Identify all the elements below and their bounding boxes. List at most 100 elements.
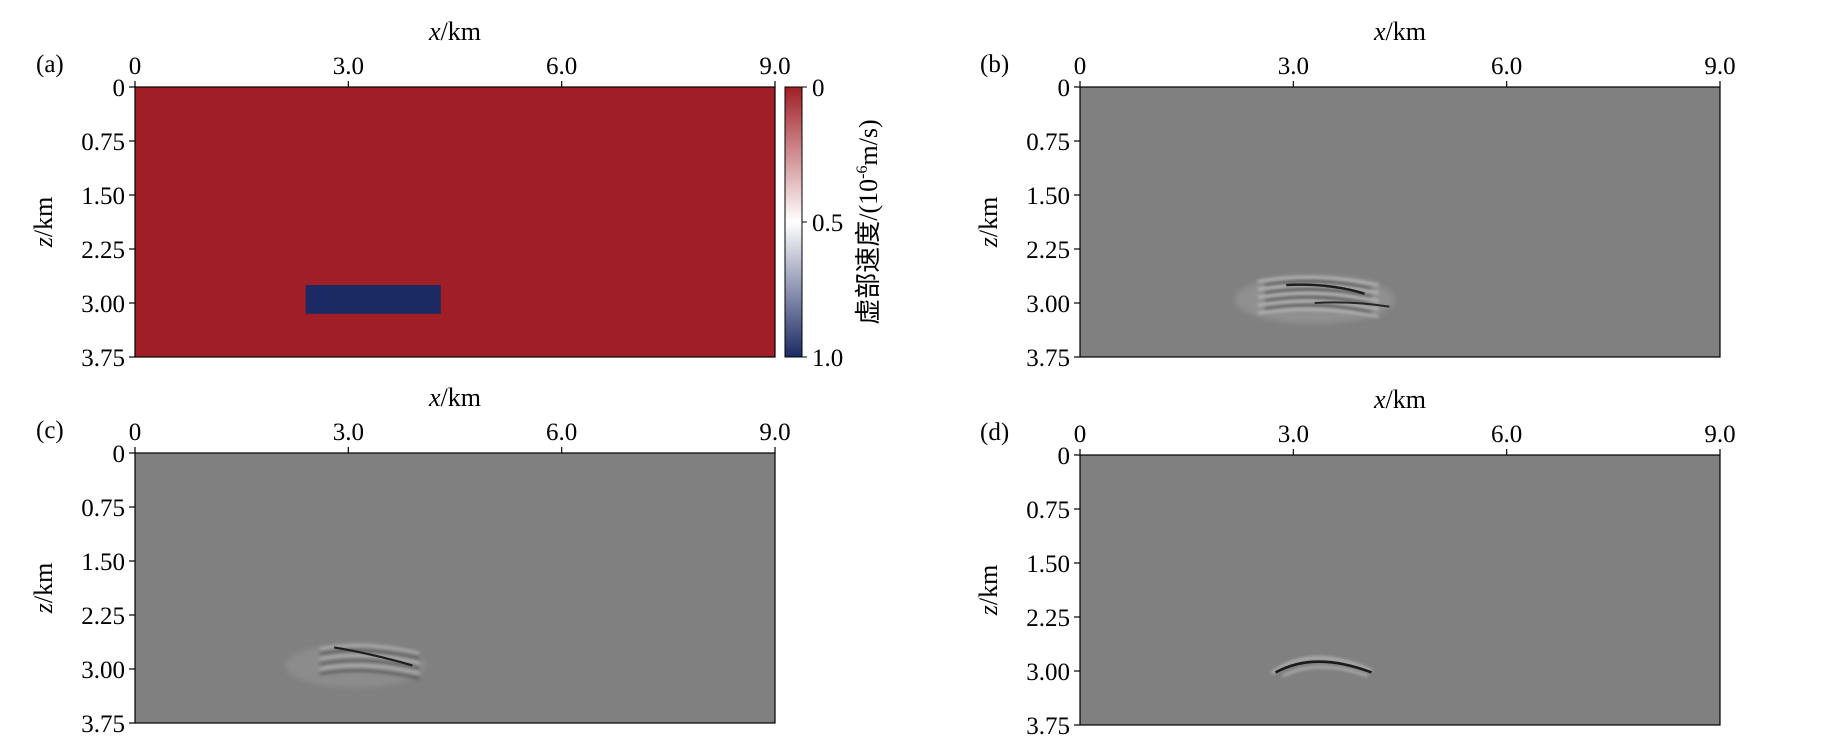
x-axis-label: x/km <box>428 17 481 46</box>
x-tick-label: 0 <box>1074 53 1087 80</box>
x-tick-label: 6.0 <box>546 53 577 80</box>
x-axis-label-var: x <box>1373 385 1386 414</box>
colorbar <box>784 86 803 358</box>
image-background <box>1080 87 1720 357</box>
scatter-event <box>1257 308 1379 318</box>
y-tick-label: 0 <box>1058 443 1071 470</box>
model-background <box>135 87 775 357</box>
y-tick-label: 3.00 <box>81 291 125 318</box>
plot-frame <box>134 86 776 358</box>
colorbar-tick-label: 0 <box>812 75 825 102</box>
y-tick-label: 3.00 <box>1026 291 1070 318</box>
focus-event <box>319 649 420 660</box>
panel-c: 0 3.0 6.0 9.000.751.502.253.003.75x/kmz/km(… <box>29 383 791 738</box>
scatter-event <box>1257 300 1379 310</box>
plot-frame <box>1079 454 1721 726</box>
y-tick-label: 2.25 <box>1026 605 1070 632</box>
y-tick-label: 1.50 <box>81 549 125 576</box>
x-tick-label: 9.0 <box>1704 53 1735 80</box>
y-axis-label-unit: /km <box>974 565 1003 605</box>
y-axis-label-var: z <box>974 605 1003 616</box>
y-tick-label: 1.50 <box>1026 551 1070 578</box>
x-tick-label: 3.0 <box>333 419 364 446</box>
focus-event <box>319 664 420 675</box>
panel-label: (b) <box>980 51 1009 78</box>
panel-a: 0 0.5 1.0 虚部速度/(10-6m/s) 0 3.0 6.0 9.0 0 0.75 1.50… <box>29 17 883 372</box>
panel-label: (c) <box>36 417 64 444</box>
x-axis-label-var: x <box>428 383 441 412</box>
x-tick-label: 3.0 <box>1278 421 1309 448</box>
x-tick-label: 6.0 <box>1491 421 1522 448</box>
scatter-event <box>1257 276 1379 286</box>
x-axis-label-unit: /km <box>1386 385 1426 414</box>
y-tick-label: 3.75 <box>81 345 125 372</box>
y-tick-label: 0 <box>113 441 126 468</box>
y-tick-label: 0.75 <box>81 129 125 156</box>
y-tick-label: 1.50 <box>81 183 125 210</box>
y-tick-label: 0.75 <box>1026 129 1070 156</box>
y-axis-label: z/km <box>974 197 1003 249</box>
x-tick-label: 9.0 <box>759 419 790 446</box>
panel-b: 0 3.0 6.0 9.000.751.502.253.003.75x/kmz/km(… <box>974 17 1736 372</box>
x-axis-label-unit: /km <box>1386 17 1426 46</box>
colorbar-label: 虚部速度/(10-6m/s) <box>854 119 883 324</box>
panel-d: 0 3.0 6.0 9.000.751.502.253.003.75x/kmz/km(… <box>974 385 1736 740</box>
anomaly-rect-0 <box>305 285 441 314</box>
focus-event <box>319 659 420 670</box>
strong-event <box>1314 301 1390 308</box>
y-axis-label-unit: /km <box>29 563 58 603</box>
y-axis-label: z/km <box>974 565 1003 617</box>
plot-frame <box>134 452 776 724</box>
x-tick-label: 0 <box>129 53 142 80</box>
x-axis-label-unit: /km <box>441 383 481 412</box>
y-tick-label: 2.25 <box>81 237 125 264</box>
focus-event <box>319 644 420 655</box>
x-axis-label: x/km <box>428 383 481 412</box>
plot-frame <box>1079 86 1721 358</box>
x-tick-label: 3.0 <box>1278 53 1309 80</box>
y-axis-label-var: z <box>974 237 1003 248</box>
image-background <box>1080 455 1720 725</box>
reflector-side-lobe <box>1271 656 1373 675</box>
x-tick-label: 0 <box>129 419 142 446</box>
x-tick-label: 9.0 <box>1704 421 1735 448</box>
y-tick-label: 3.75 <box>81 711 125 738</box>
scatter-event <box>1264 280 1372 290</box>
colorbar-label-main: 虚部速度/(10 <box>854 179 883 325</box>
x-tick-label: 9.0 <box>759 53 790 80</box>
image-events <box>1234 275 1395 324</box>
colorbar-label-sup: -6 <box>854 166 871 179</box>
x-tick-label: 6.0 <box>1491 53 1522 80</box>
colorbar-label-tail: m/s) <box>854 119 883 165</box>
focus-event <box>319 654 420 665</box>
x-tick-label: 6.0 <box>546 419 577 446</box>
panel-label: (a) <box>36 51 64 78</box>
reflector-side-lobe <box>1282 666 1369 677</box>
x-tick-label: 3.0 <box>333 53 364 80</box>
reflector <box>1274 660 1373 674</box>
panel-label: (d) <box>980 419 1009 446</box>
x-axis-label-unit: /km <box>441 17 481 46</box>
colorbar-tick-label: 0.5 <box>812 210 843 237</box>
y-axis-label-var: z <box>29 237 58 248</box>
y-tick-label: 0.75 <box>81 495 125 522</box>
x-axis-label-var: x <box>1373 17 1386 46</box>
y-tick-label: 3.75 <box>1026 345 1070 372</box>
x-axis-label: x/km <box>1373 17 1426 46</box>
colorbar-tick-label: 1.0 <box>812 345 843 372</box>
x-axis-label: x/km <box>1373 385 1426 414</box>
y-tick-label: 0 <box>1058 75 1071 102</box>
y-axis-label: z/km <box>29 563 58 615</box>
y-tick-label: 0 <box>113 75 126 102</box>
x-axis-label-var: x <box>428 17 441 46</box>
y-axis-label: z/km <box>29 197 58 249</box>
y-axis-label-var: z <box>29 603 58 614</box>
strong-event <box>333 646 413 667</box>
image-events <box>285 643 426 688</box>
y-axis-label-unit: /km <box>974 197 1003 237</box>
y-tick-label: 0.75 <box>1026 497 1070 524</box>
y-tick-label: 3.75 <box>1026 713 1070 738</box>
strong-event <box>1286 283 1365 295</box>
